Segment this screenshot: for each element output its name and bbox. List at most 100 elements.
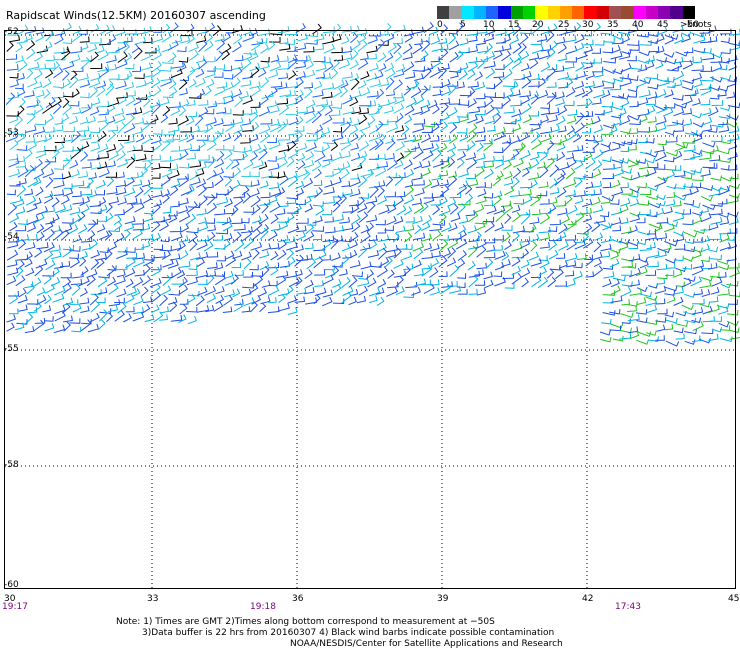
wind-barb [86, 177, 94, 188]
wind-barb [378, 133, 386, 144]
wind-barb [717, 259, 729, 265]
wind-barb [468, 288, 478, 295]
wind-barb [727, 151, 738, 160]
wind-barb [529, 195, 541, 207]
wind-barb [448, 98, 461, 105]
wind-barb [303, 69, 316, 79]
wind-barb [180, 223, 190, 233]
wind-barb [7, 240, 19, 249]
wind-barb [645, 297, 658, 306]
wind-barb [313, 56, 326, 63]
wind-barb [196, 270, 209, 279]
wind-barb [324, 227, 336, 234]
wind-barb [475, 280, 486, 286]
wind-barb [105, 83, 115, 96]
wind-barb [260, 224, 270, 235]
wind-barb [447, 81, 459, 87]
wind-barb [564, 100, 575, 107]
wind-barb [536, 89, 549, 100]
wind-barb [521, 277, 530, 288]
wind-barb [558, 260, 568, 269]
wind-barb [177, 173, 189, 180]
wind-barb [107, 276, 117, 287]
wind-barb [206, 169, 217, 181]
wind-barb [108, 283, 119, 295]
wind-barb [503, 118, 517, 125]
wind-barb [366, 222, 375, 233]
wind-barb [511, 256, 521, 267]
wind-barb [126, 145, 136, 153]
wind-barb [500, 200, 512, 207]
wind-barb [71, 284, 81, 296]
wind-barb [285, 285, 294, 296]
wind-barb [279, 37, 289, 45]
wind-barb [360, 261, 372, 270]
wind-barb [330, 152, 343, 162]
wind-barb [483, 60, 496, 69]
wind-barb [161, 250, 171, 260]
wind-barb [700, 86, 712, 96]
wind-barb [584, 80, 596, 88]
wind-barb [691, 317, 702, 324]
wind-barb [288, 70, 297, 80]
wind-barb [277, 275, 287, 286]
wind-barb [386, 138, 396, 151]
wind-barb [376, 296, 385, 307]
wind-barb [135, 133, 145, 143]
wind-barb [78, 125, 90, 132]
wind-barb [711, 100, 724, 106]
wind-barb [305, 142, 317, 153]
wind-barb [27, 78, 38, 88]
wind-barb [403, 61, 415, 73]
wind-barb [511, 231, 520, 243]
wind-barb [664, 35, 674, 45]
scale-swatch [621, 6, 634, 19]
wind-barb [258, 94, 269, 107]
wind-barb [638, 137, 648, 143]
wind-barb [186, 270, 198, 276]
wind-barb [610, 207, 622, 216]
wind-barb [439, 235, 449, 241]
scale-units: knots [687, 20, 712, 30]
wind-barb [474, 221, 486, 232]
wind-barb [162, 136, 174, 143]
wind-barb [648, 223, 662, 229]
wind-barb [700, 169, 711, 177]
wind-barb [285, 256, 296, 269]
wind-barb [501, 95, 512, 108]
wind-barb [267, 40, 276, 51]
wind-barb [648, 31, 659, 37]
wind-barb [585, 98, 593, 108]
wind-barb [60, 195, 70, 205]
wind-barb [692, 321, 704, 332]
wind-barb [322, 154, 333, 162]
wind-barb [620, 168, 632, 174]
wind-barb [627, 301, 638, 307]
wind-barb [368, 234, 378, 242]
wind-barb [666, 150, 679, 157]
wind-barb [420, 202, 429, 214]
wind-barb [222, 216, 232, 226]
wind-barb [80, 319, 92, 332]
wind-barb [447, 197, 457, 207]
wind-barb [124, 202, 135, 214]
wind-barb [393, 38, 403, 45]
wind-barb [79, 297, 90, 305]
wind-barb [88, 218, 99, 225]
wind-barb [484, 168, 494, 180]
wind-barb [511, 149, 520, 159]
wind-barb [600, 251, 611, 258]
wind-barb [665, 340, 680, 347]
wind-barb [602, 222, 612, 231]
wind-barb [684, 238, 695, 244]
wind-barb [151, 291, 161, 303]
wind-barb [465, 193, 474, 204]
wind-barb [53, 47, 65, 54]
wind-barb [438, 63, 450, 71]
wind-barb [126, 107, 137, 116]
wind-barb [610, 84, 621, 91]
wind-barb [422, 121, 436, 128]
wind-barb [205, 33, 214, 43]
wind-barb [17, 60, 28, 73]
wind-barb [203, 182, 214, 189]
